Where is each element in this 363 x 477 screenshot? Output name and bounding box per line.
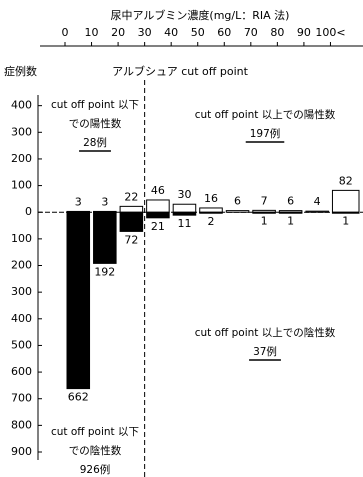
y-tick-label: 200 bbox=[11, 152, 32, 165]
y-tick-label: 500 bbox=[11, 338, 32, 351]
y-tick-label: 700 bbox=[11, 392, 32, 405]
cutoff-label: アルブシュア cut off point bbox=[112, 64, 249, 78]
value-label: 72 bbox=[124, 233, 138, 246]
x-tick-label: 0 bbox=[62, 26, 69, 39]
x-tick-label: 40 bbox=[164, 26, 178, 39]
x-tick-label: 10 bbox=[85, 26, 99, 39]
y-tick-label: 300 bbox=[11, 125, 32, 138]
annotation-count: 926例 bbox=[80, 463, 111, 476]
annotation-text: cut off point 以上での陽性数 bbox=[195, 108, 336, 121]
y-tick-label: 400 bbox=[11, 99, 32, 112]
x-tick-label: 60 bbox=[217, 26, 231, 39]
value-label: 3 bbox=[101, 195, 108, 208]
y-tick-label: 100 bbox=[11, 179, 32, 192]
bar bbox=[146, 211, 170, 219]
annotation-count: 28例 bbox=[83, 136, 107, 149]
bar bbox=[331, 211, 360, 214]
y-tick-label: 300 bbox=[11, 285, 32, 298]
annotation-text: cut off point 以上での陰性数 bbox=[195, 326, 336, 339]
x-tick-label: 50 bbox=[191, 26, 205, 39]
value-label: 3 bbox=[75, 195, 82, 208]
annotation-text: cut off point 以下 bbox=[51, 426, 139, 438]
value-label: 11 bbox=[177, 217, 191, 230]
x-tick-label: 100< bbox=[315, 26, 345, 39]
value-label: 1 bbox=[342, 214, 349, 227]
value-label: 46 bbox=[151, 184, 165, 197]
value-label: 2 bbox=[208, 215, 215, 228]
bar bbox=[119, 211, 144, 232]
y-tick-label: 600 bbox=[11, 365, 32, 378]
y-tick-label: 400 bbox=[11, 312, 32, 325]
x-tick-label: 20 bbox=[111, 26, 125, 39]
value-label: 6 bbox=[234, 195, 241, 208]
bar bbox=[146, 199, 170, 213]
bar bbox=[305, 210, 329, 213]
bar bbox=[172, 203, 197, 213]
bar bbox=[119, 205, 144, 213]
x-tick-label: 70 bbox=[244, 26, 258, 39]
y-tick-label: 800 bbox=[11, 418, 32, 431]
value-label: 4 bbox=[314, 195, 321, 208]
bar bbox=[199, 207, 223, 213]
value-label: 22 bbox=[124, 190, 138, 203]
value-label: 82 bbox=[339, 174, 353, 187]
y-axis-label: 症例数 bbox=[4, 64, 37, 78]
value-label: 1 bbox=[261, 214, 268, 227]
annotation-count: 197例 bbox=[250, 127, 281, 140]
value-label: 662 bbox=[68, 391, 89, 404]
bar bbox=[93, 211, 117, 264]
value-label: 16 bbox=[204, 192, 218, 205]
y-tick-label: 900 bbox=[11, 445, 32, 458]
value-label: 192 bbox=[94, 265, 115, 278]
bar bbox=[172, 211, 197, 216]
annotation-text: cut off point 以下 bbox=[51, 99, 139, 111]
value-label: 1 bbox=[287, 214, 294, 227]
y-tick-label: 0 bbox=[25, 205, 32, 218]
y-tick-label: 200 bbox=[11, 259, 32, 272]
value-label: 6 bbox=[287, 195, 294, 208]
bar bbox=[252, 211, 276, 214]
value-label: 21 bbox=[151, 220, 165, 233]
value-label: 7 bbox=[261, 194, 268, 207]
bar bbox=[225, 210, 250, 213]
annotation-text: での陰性数 bbox=[69, 444, 122, 457]
x-tick-label: 30 bbox=[138, 26, 152, 39]
value-label: 30 bbox=[177, 188, 191, 201]
x-tick-label: 80 bbox=[270, 26, 284, 39]
bar bbox=[199, 211, 223, 214]
annotation-count: 37例 bbox=[253, 345, 277, 358]
bar bbox=[66, 211, 91, 390]
annotation-text: での陽性数 bbox=[69, 117, 122, 130]
y-tick-label: 100 bbox=[11, 232, 32, 245]
chart-title: 尿中アルブミン濃度(mg/L：RIA 法) bbox=[111, 8, 290, 22]
bar bbox=[331, 189, 360, 213]
bar bbox=[278, 211, 303, 214]
x-tick-label: 90 bbox=[297, 26, 311, 39]
